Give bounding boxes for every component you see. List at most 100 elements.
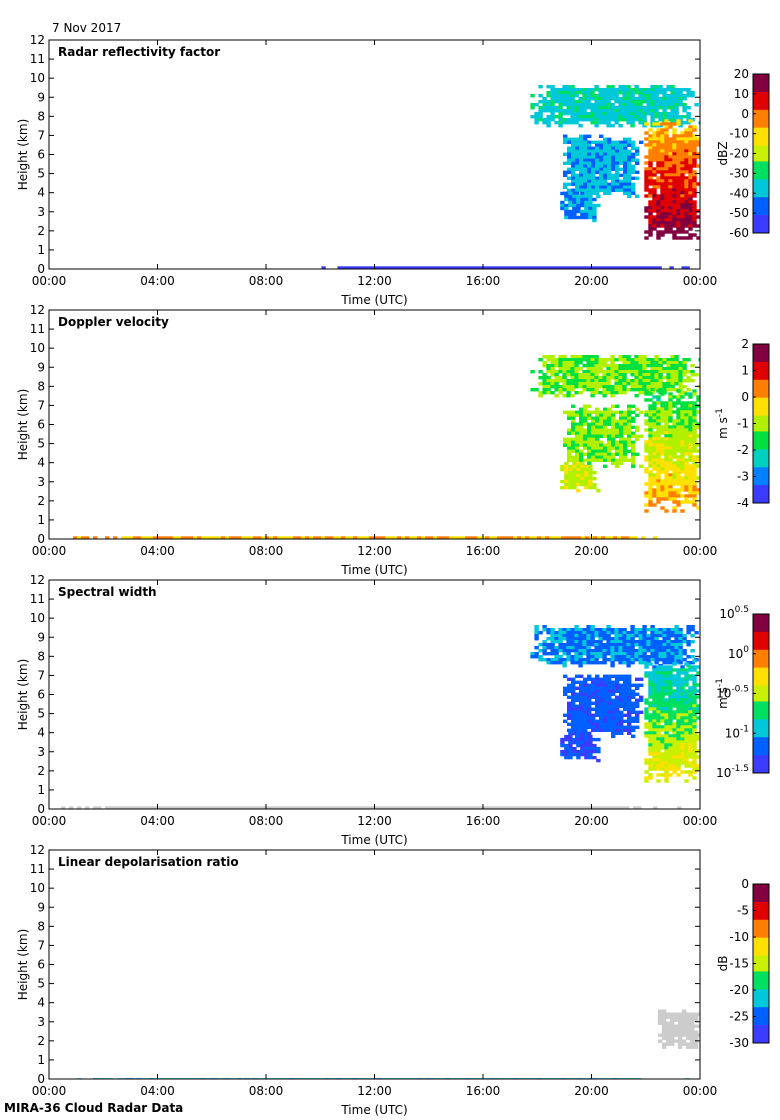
data-cell <box>575 680 580 684</box>
data-cell <box>627 431 632 435</box>
data-cell <box>571 425 576 429</box>
colorbar-tick-label: 20 <box>734 67 749 81</box>
data-cell <box>550 646 555 650</box>
data-cell <box>313 806 318 809</box>
data-cell <box>489 806 494 809</box>
data-cell <box>670 106 675 110</box>
colorbar-cell <box>753 201 769 204</box>
data-cell <box>650 382 655 386</box>
data-cell <box>603 173 608 177</box>
data-cell <box>618 106 623 110</box>
data-cell <box>660 716 665 720</box>
data-cell <box>619 443 624 447</box>
data-cell <box>662 646 667 650</box>
data-cell <box>603 419 608 423</box>
data-cell <box>644 389 649 393</box>
data-cell <box>618 358 623 362</box>
data-cell <box>592 203 597 208</box>
colorbar-cell <box>753 117 769 121</box>
data-cell <box>615 725 620 729</box>
data-cell <box>630 91 635 95</box>
data-cell <box>137 806 142 809</box>
data-cell <box>587 176 592 180</box>
data-cell <box>664 746 669 750</box>
data-cell <box>586 97 591 101</box>
data-cell <box>660 491 665 495</box>
data-cell <box>656 152 661 156</box>
data-cell <box>619 686 624 690</box>
data-cell <box>644 449 649 453</box>
data-cell <box>692 233 697 237</box>
data-cell <box>570 367 575 371</box>
data-cell <box>546 109 551 113</box>
data-cell <box>662 112 667 116</box>
data-cell <box>614 118 619 122</box>
data-cell <box>579 173 584 177</box>
data-cell <box>617 266 622 269</box>
data-cell <box>582 91 587 95</box>
data-cell <box>631 695 636 699</box>
data-cell <box>682 115 687 119</box>
data-cell <box>619 173 624 177</box>
data-cell <box>688 164 693 168</box>
data-cell <box>648 725 653 729</box>
colorbar-cell <box>753 211 769 214</box>
data-cell <box>607 458 612 462</box>
colorbar-cell <box>753 447 769 450</box>
data-cell <box>680 206 685 210</box>
data-cell <box>684 425 689 429</box>
data-cell <box>644 698 649 702</box>
data-cell <box>676 179 681 183</box>
data-cell <box>571 179 576 183</box>
data-cell <box>578 88 583 92</box>
data-cell <box>668 683 673 687</box>
data-cell <box>622 649 627 653</box>
data-cell <box>596 737 601 742</box>
data-cell <box>542 382 547 386</box>
data-cell <box>664 497 669 501</box>
data-cell <box>627 722 632 726</box>
data-cell <box>654 370 659 374</box>
data-cell <box>680 419 685 423</box>
data-cell <box>672 452 677 456</box>
data-cell <box>586 385 591 389</box>
colorbar-cell <box>753 679 769 682</box>
data-cell <box>668 146 673 150</box>
data-cell <box>534 637 539 641</box>
data-cell <box>614 373 619 377</box>
data-cell <box>567 161 572 165</box>
data-cell <box>672 185 677 189</box>
data-cell <box>668 167 673 171</box>
data-cell <box>622 385 627 389</box>
data-cell <box>684 479 689 483</box>
data-cell <box>664 188 669 192</box>
colorbar-cell <box>753 751 769 754</box>
data-cell <box>562 661 567 665</box>
data-cell <box>668 161 673 165</box>
data-cell <box>674 640 679 644</box>
data-cell <box>626 103 631 107</box>
data-cell <box>550 112 555 116</box>
data-cell <box>607 185 612 189</box>
data-cell <box>619 731 624 735</box>
data-cell <box>668 473 673 477</box>
data-cell <box>684 209 689 213</box>
data-cell <box>583 185 588 189</box>
data-cell <box>648 233 653 237</box>
data-cell <box>611 182 616 186</box>
data-cell <box>615 428 620 432</box>
data-cell <box>635 704 640 708</box>
data-cell <box>582 100 587 104</box>
data-cell <box>590 625 595 629</box>
data-cell <box>554 652 559 656</box>
data-cell <box>631 167 636 171</box>
data-cell <box>668 185 673 189</box>
data-cell <box>660 155 665 159</box>
data-cell <box>587 698 592 702</box>
data-cell <box>564 479 569 484</box>
colorbar-cell <box>753 125 769 129</box>
data-cell <box>574 118 579 122</box>
data-cell <box>594 118 599 122</box>
data-cell <box>313 536 318 539</box>
